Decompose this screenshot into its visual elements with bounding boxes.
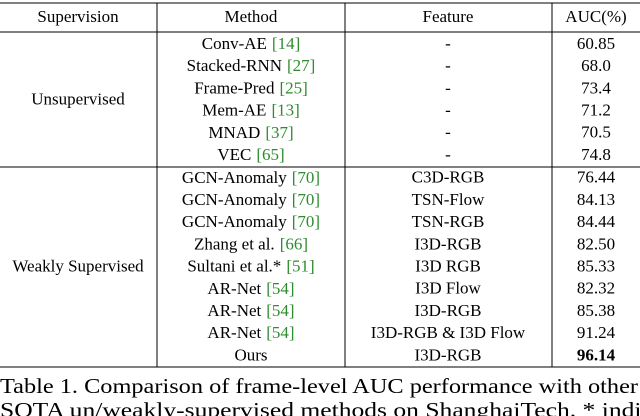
header-cell: AUC(%) bbox=[565, 7, 626, 26]
auc-cell: 76.44 bbox=[577, 168, 616, 187]
feature-cell: I3D-RGB & I3D Flow bbox=[371, 323, 526, 342]
caption-line: Table 1. Comparison of frame-level AUC p… bbox=[0, 374, 638, 398]
feature-cell: - bbox=[445, 123, 451, 142]
method-name: Frame-Pred bbox=[194, 78, 275, 97]
feature-cell: C3D-RGB bbox=[412, 168, 485, 187]
method-name: Zhang et al. bbox=[194, 234, 275, 253]
auc-cell: 84.13 bbox=[577, 190, 615, 209]
method-cell: GCN-Anomaly [70] bbox=[182, 190, 320, 209]
feature-cell: - bbox=[445, 145, 451, 164]
feature-cell: TSN-RGB bbox=[412, 212, 485, 231]
feature-cell: - bbox=[445, 78, 451, 97]
method-name: Sultani et al.* bbox=[187, 257, 281, 276]
auc-cell: 71.2 bbox=[581, 101, 611, 120]
method-name: Mem-AE bbox=[202, 101, 266, 120]
method-cell: Stacked-RNN [27] bbox=[187, 56, 316, 75]
auc-cell: 84.44 bbox=[577, 212, 616, 231]
citation: [70] bbox=[292, 212, 320, 231]
auc-cell: 85.38 bbox=[577, 301, 615, 320]
header-cell: Feature bbox=[423, 7, 474, 26]
auc-cell: 82.50 bbox=[577, 234, 615, 253]
method-name: Ours bbox=[234, 345, 267, 364]
group-label: Weakly Supervised bbox=[12, 257, 144, 276]
feature-cell: I3D Flow bbox=[415, 279, 481, 298]
feature-cell: I3D-RGB bbox=[414, 301, 481, 320]
feature-cell: - bbox=[445, 56, 451, 75]
method-cell: Sultani et al.* [51] bbox=[187, 257, 314, 276]
feature-cell: - bbox=[445, 34, 451, 53]
method-name: AR-Net bbox=[207, 279, 261, 298]
feature-cell: I3D RGB bbox=[415, 257, 481, 276]
citation: [70] bbox=[292, 190, 320, 209]
method-name: Conv-AE bbox=[202, 34, 267, 53]
method-name: VEC bbox=[217, 145, 251, 164]
method-name: GCN-Anomaly bbox=[182, 168, 287, 187]
method-name: Stacked-RNN bbox=[187, 56, 282, 75]
method-cell: Conv-AE [14] bbox=[202, 34, 301, 53]
method-cell: AR-Net [54] bbox=[207, 323, 294, 342]
auc-cell: 70.5 bbox=[581, 123, 611, 142]
method-cell: VEC [65] bbox=[217, 145, 284, 164]
auc-cell: 91.24 bbox=[577, 323, 616, 342]
caption-line: SOTA un/weakly-supervised methods on Sha… bbox=[0, 398, 640, 416]
auc-cell: 74.8 bbox=[581, 145, 611, 164]
auc-cell: 60.85 bbox=[577, 34, 615, 53]
method-cell: Zhang et al. [66] bbox=[194, 234, 308, 253]
group-label: Unsupervised bbox=[31, 89, 125, 108]
method-name: AR-Net bbox=[207, 323, 261, 342]
method-cell: Ours bbox=[234, 345, 267, 364]
auc-cell: 82.32 bbox=[577, 279, 615, 298]
citation: [66] bbox=[280, 234, 308, 253]
citation: [27] bbox=[287, 56, 315, 75]
method-cell: AR-Net [54] bbox=[207, 301, 294, 320]
citation: [54] bbox=[266, 279, 294, 298]
feature-cell: I3D-RGB bbox=[414, 234, 481, 253]
citation: [54] bbox=[266, 301, 294, 320]
citation: [65] bbox=[256, 145, 284, 164]
method-cell: GCN-Anomaly [70] bbox=[182, 168, 320, 187]
method-cell: AR-Net [54] bbox=[207, 279, 294, 298]
auc-cell: 73.4 bbox=[581, 78, 611, 97]
citation: [25] bbox=[279, 78, 307, 97]
method-name: GCN-Anomaly bbox=[182, 212, 287, 231]
citation: [54] bbox=[266, 323, 294, 342]
method-cell: GCN-Anomaly [70] bbox=[182, 212, 320, 231]
feature-cell: - bbox=[445, 101, 451, 120]
method-cell: MNAD [37] bbox=[208, 123, 293, 142]
auc-cell: 85.33 bbox=[577, 257, 615, 276]
method-name: MNAD bbox=[208, 123, 260, 142]
method-cell: Frame-Pred [25] bbox=[194, 78, 308, 97]
citation: [14] bbox=[272, 34, 300, 53]
method-name: GCN-Anomaly bbox=[182, 190, 287, 209]
citation: [51] bbox=[286, 257, 314, 276]
feature-cell: TSN-Flow bbox=[412, 190, 485, 209]
citation: [37] bbox=[265, 123, 293, 142]
auc-cell: 68.0 bbox=[581, 56, 611, 75]
citation: [70] bbox=[292, 168, 320, 187]
header-cell: Method bbox=[225, 7, 278, 26]
auc-cell: 96.14 bbox=[577, 345, 616, 364]
feature-cell: I3D-RGB bbox=[414, 345, 481, 364]
citation: [13] bbox=[271, 101, 299, 120]
header-cell: Supervision bbox=[37, 7, 119, 26]
method-name: AR-Net bbox=[207, 301, 261, 320]
method-cell: Mem-AE [13] bbox=[202, 101, 300, 120]
